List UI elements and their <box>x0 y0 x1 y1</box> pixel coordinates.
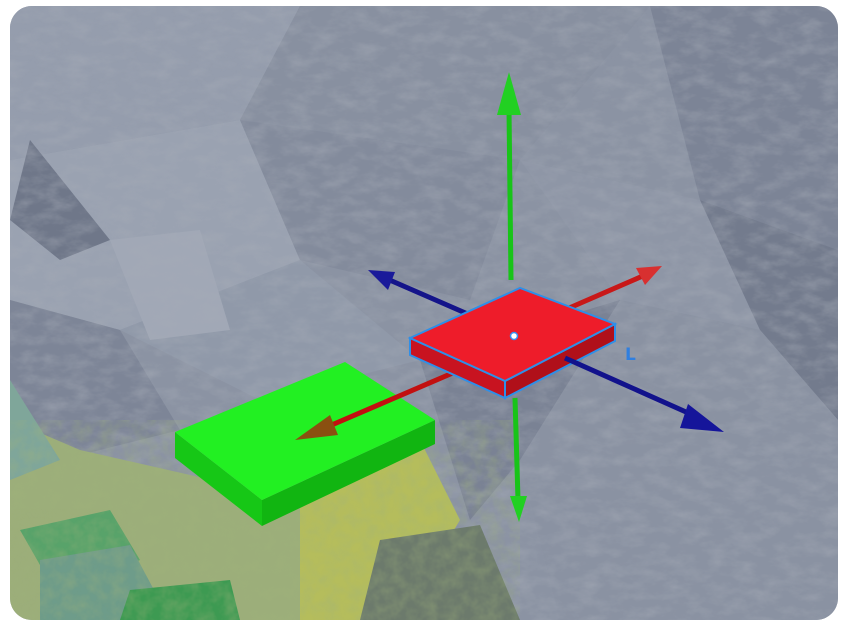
scene: L <box>10 6 838 620</box>
green-part <box>175 362 435 526</box>
z-axis-handle-pos[interactable] <box>680 404 724 432</box>
y-axis-handle-neg[interactable] <box>510 496 527 522</box>
x-axis-handle-line <box>319 369 456 433</box>
z-axis-handle-line <box>563 355 697 419</box>
selected-part[interactable] <box>407 286 618 400</box>
y-axis-handle-pos[interactable] <box>497 72 521 115</box>
z-axis-handle-line <box>384 275 471 318</box>
y-axis-handle-line <box>512 397 521 501</box>
y-axis-handle-line <box>506 109 514 281</box>
x-axis-handle-pos[interactable] <box>636 266 662 285</box>
x-axis-handle-neg[interactable] <box>295 415 338 440</box>
z-axis-handle-neg[interactable] <box>368 270 395 290</box>
viewport: L <box>10 6 838 620</box>
local-space-indicator: L <box>625 345 636 365</box>
x-axis-handle-line <box>559 272 646 315</box>
